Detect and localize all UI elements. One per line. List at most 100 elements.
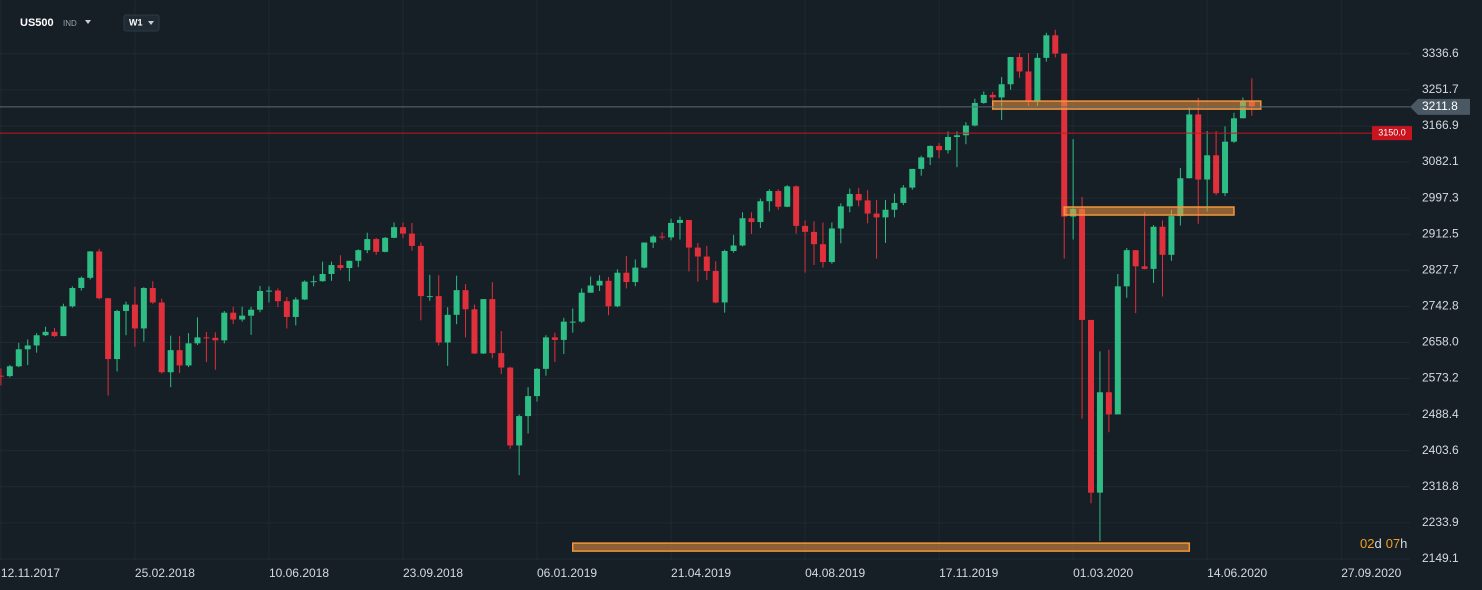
candle-body [525,396,532,417]
candle-body [962,125,969,136]
candle-body [87,251,94,278]
interval-button[interactable] [123,14,160,32]
y-tick-label: 2742.8 [1422,299,1459,313]
candle-body [1052,35,1059,54]
candle-body [766,191,773,202]
candle-body [42,331,49,336]
candle-body [676,219,683,223]
candle-body [909,168,916,188]
x-tick-label: 12.11.2017 [1,566,60,580]
candle-body [712,271,719,303]
candle-body [793,186,800,226]
candle-body [980,94,987,103]
candle-body [274,290,281,302]
candle-body [668,222,675,238]
y-tick-label: 2403.6 [1422,443,1459,457]
candle-body [784,186,791,207]
countdown-unit: d [1374,536,1381,551]
candle-body [1025,71,1032,102]
candle-body [140,288,147,329]
y-tick-label: 2827.7 [1422,262,1459,276]
candle-body [221,312,228,341]
candle-body [1079,208,1086,320]
candle-body [1016,57,1023,72]
candle-body [33,335,40,346]
x-tick-label: 23.09.2018 [403,566,463,580]
candle-body [989,94,996,98]
candle-body [641,242,648,268]
candle-body [900,187,907,203]
x-tick-label: 21.04.2019 [671,566,731,580]
alert-label-box [1372,126,1412,141]
candle-body [632,267,639,283]
candle-body [721,251,728,303]
x-tick-label: 04.08.2019 [805,566,865,580]
candle-body [659,236,666,238]
zone [1063,206,1235,216]
candle-body [1150,226,1157,269]
candle-body [498,353,505,368]
candle-body [891,202,898,210]
candle-body [1222,141,1229,194]
price-label-box [1410,98,1470,115]
candle-body [382,237,389,252]
alert-label: 3150.0 [1378,128,1406,138]
candle-body [319,273,326,282]
dropdown-arrow [148,21,154,25]
y-tick-label: 2658.0 [1422,335,1459,349]
candle-body [694,247,701,257]
y-tick-label: 3166.9 [1422,118,1459,132]
candle-body [605,280,612,307]
candle-body [158,302,165,373]
candle-body [703,256,710,272]
candle-body [212,337,219,341]
x-tick-label: 25.02.2018 [135,566,195,580]
candle-body [1043,35,1050,58]
countdown-hours: 07 [1386,536,1400,551]
candle-body [551,337,558,340]
zone [991,100,1262,110]
candle-body [864,200,871,214]
candle-body [1177,178,1184,217]
candle-body [614,272,621,307]
price-label: 3211.8 [1422,99,1458,113]
candle-body [283,301,290,317]
candle-body [60,306,67,337]
candle-body [78,277,85,289]
candle-body [971,102,978,126]
candle-body [945,136,952,151]
candle-body [444,314,451,343]
candle-body [489,299,496,354]
x-tick-label: 10.06.2018 [269,566,329,580]
candle-body [1088,319,1095,493]
candle-body [328,265,335,274]
candle-body [1114,286,1121,415]
y-tick-label: 2149.1 [1422,551,1459,565]
x-tick-label: 17.11.2019 [939,566,998,580]
symbol-type[interactable]: IND [63,19,77,28]
candle-body [730,245,737,252]
candle-body [739,218,746,246]
candle-body [399,227,406,234]
candle-body [542,337,549,369]
candle-body [391,227,398,238]
candle-body [435,296,442,343]
candle-body [578,292,585,322]
candle-body [775,191,782,207]
candle-body [453,290,460,315]
candle-body [882,209,889,218]
candle-body [1096,392,1103,493]
zone [572,542,1191,552]
candle-body [650,236,657,243]
candle-body [292,299,299,317]
candle-body [1132,250,1139,267]
candle-body [373,239,380,252]
candle-body [685,219,692,248]
candle-body [855,193,862,201]
candle-body [846,193,853,207]
candle-body [51,331,58,337]
candle-body [0,375,4,377]
